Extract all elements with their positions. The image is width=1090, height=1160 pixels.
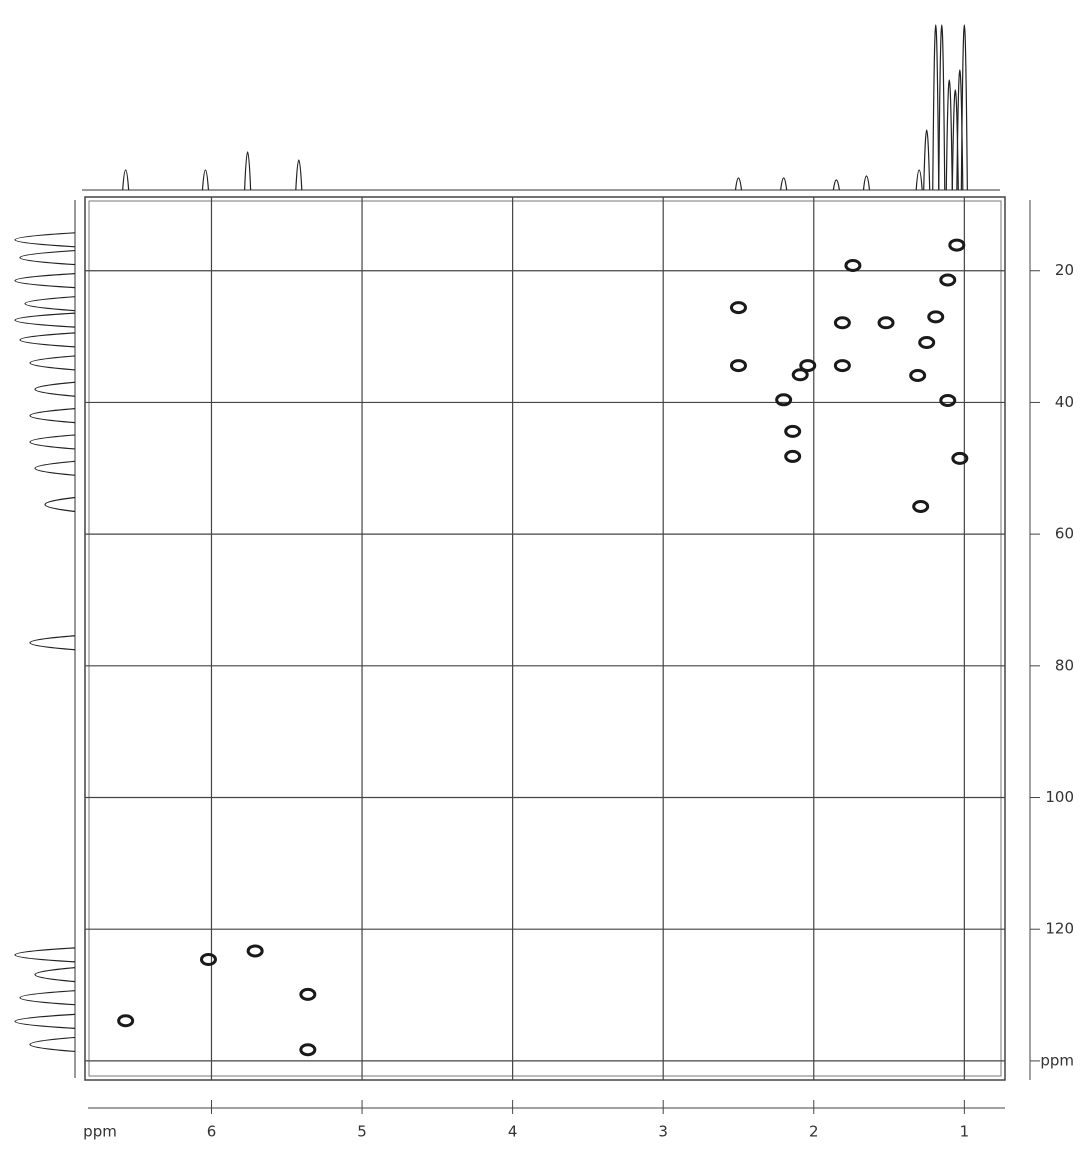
cross-peak: [729, 359, 747, 373]
left-projection-peak: [29, 1036, 76, 1053]
cross-peak: [784, 449, 802, 463]
left-projection-peak: [14, 1013, 76, 1029]
plot-inner-frame: [88, 200, 1002, 1077]
left-projection-peak: [29, 355, 76, 371]
top-projection-peak: [960, 24, 968, 191]
cross-peak: [729, 301, 747, 315]
cross-peak: [791, 368, 809, 382]
left-projection-peak: [34, 460, 76, 476]
left-projection-peak: [44, 496, 76, 513]
left-projection-peak: [19, 332, 76, 348]
x-tick-label: 1: [960, 1123, 970, 1141]
cross-peak: [299, 987, 317, 1001]
x-tick-label: 2: [809, 1123, 819, 1141]
cross-peak: [918, 336, 936, 350]
top-projection-peak: [122, 169, 130, 191]
top-projection-peak: [932, 24, 940, 191]
x-tick-label: 3: [658, 1123, 668, 1141]
left-projection-peak: [34, 381, 76, 397]
cross-peak: [951, 451, 969, 465]
cross-peak: [927, 310, 945, 324]
left-projection-peak: [29, 408, 76, 424]
left-projection-peak: [34, 967, 76, 983]
cross-peak: [948, 238, 966, 252]
cross-peak: [117, 1014, 135, 1028]
top-projection-peak: [938, 24, 946, 191]
left-projection-peak: [14, 273, 76, 289]
cross-peak: [877, 316, 895, 330]
left-projection-peak: [14, 312, 76, 328]
left-projection-peak: [14, 947, 76, 963]
cross-peak: [844, 258, 862, 272]
top-projection-peak: [734, 177, 743, 191]
y-tick-label: 60: [1055, 525, 1074, 543]
top-projection-peak: [945, 79, 953, 191]
cross-peak: [799, 359, 817, 373]
left-projection-peak: [19, 990, 76, 1006]
cross-peak: [939, 273, 957, 287]
cross-peak: [299, 1043, 317, 1057]
y-tick-label: ppm: [1040, 1051, 1074, 1069]
x-tick-label: 4: [508, 1123, 518, 1141]
y-tick-label: 100: [1045, 788, 1074, 806]
cross-peak: [775, 393, 793, 407]
cross-peak: [909, 368, 927, 382]
x-tick-label: 6: [207, 1123, 217, 1141]
cross-peak: [912, 499, 930, 513]
top-projection-peak: [915, 169, 923, 191]
y-tick-label: 20: [1055, 261, 1074, 279]
top-projection-peak: [201, 169, 210, 191]
y-tick-label: 80: [1055, 656, 1074, 674]
cross-peak: [784, 424, 802, 438]
cross-peak: [199, 953, 217, 967]
top-projection-peak: [832, 179, 840, 191]
x-tick-label: 5: [357, 1123, 367, 1141]
cross-peak: [833, 316, 851, 330]
top-projection-peak: [244, 151, 252, 191]
top-projection-peak: [780, 177, 788, 191]
top-projection-peak: [923, 129, 931, 191]
top-projection-peak: [862, 175, 871, 191]
y-tick-label: 40: [1055, 393, 1074, 411]
x-axis-label: ppm: [83, 1123, 117, 1141]
cross-peak: [939, 393, 957, 407]
y-tick-label: 120: [1045, 920, 1074, 938]
left-projection-peak: [29, 635, 76, 651]
plot-frame: [84, 196, 1006, 1081]
left-projection-peak: [24, 296, 76, 312]
top-projection-peak: [295, 159, 303, 191]
cross-peak: [246, 944, 264, 958]
cross-peak: [833, 359, 851, 373]
left-projection-peak: [14, 232, 76, 248]
left-projection-peak: [29, 434, 76, 450]
left-projection-peak: [19, 249, 76, 266]
